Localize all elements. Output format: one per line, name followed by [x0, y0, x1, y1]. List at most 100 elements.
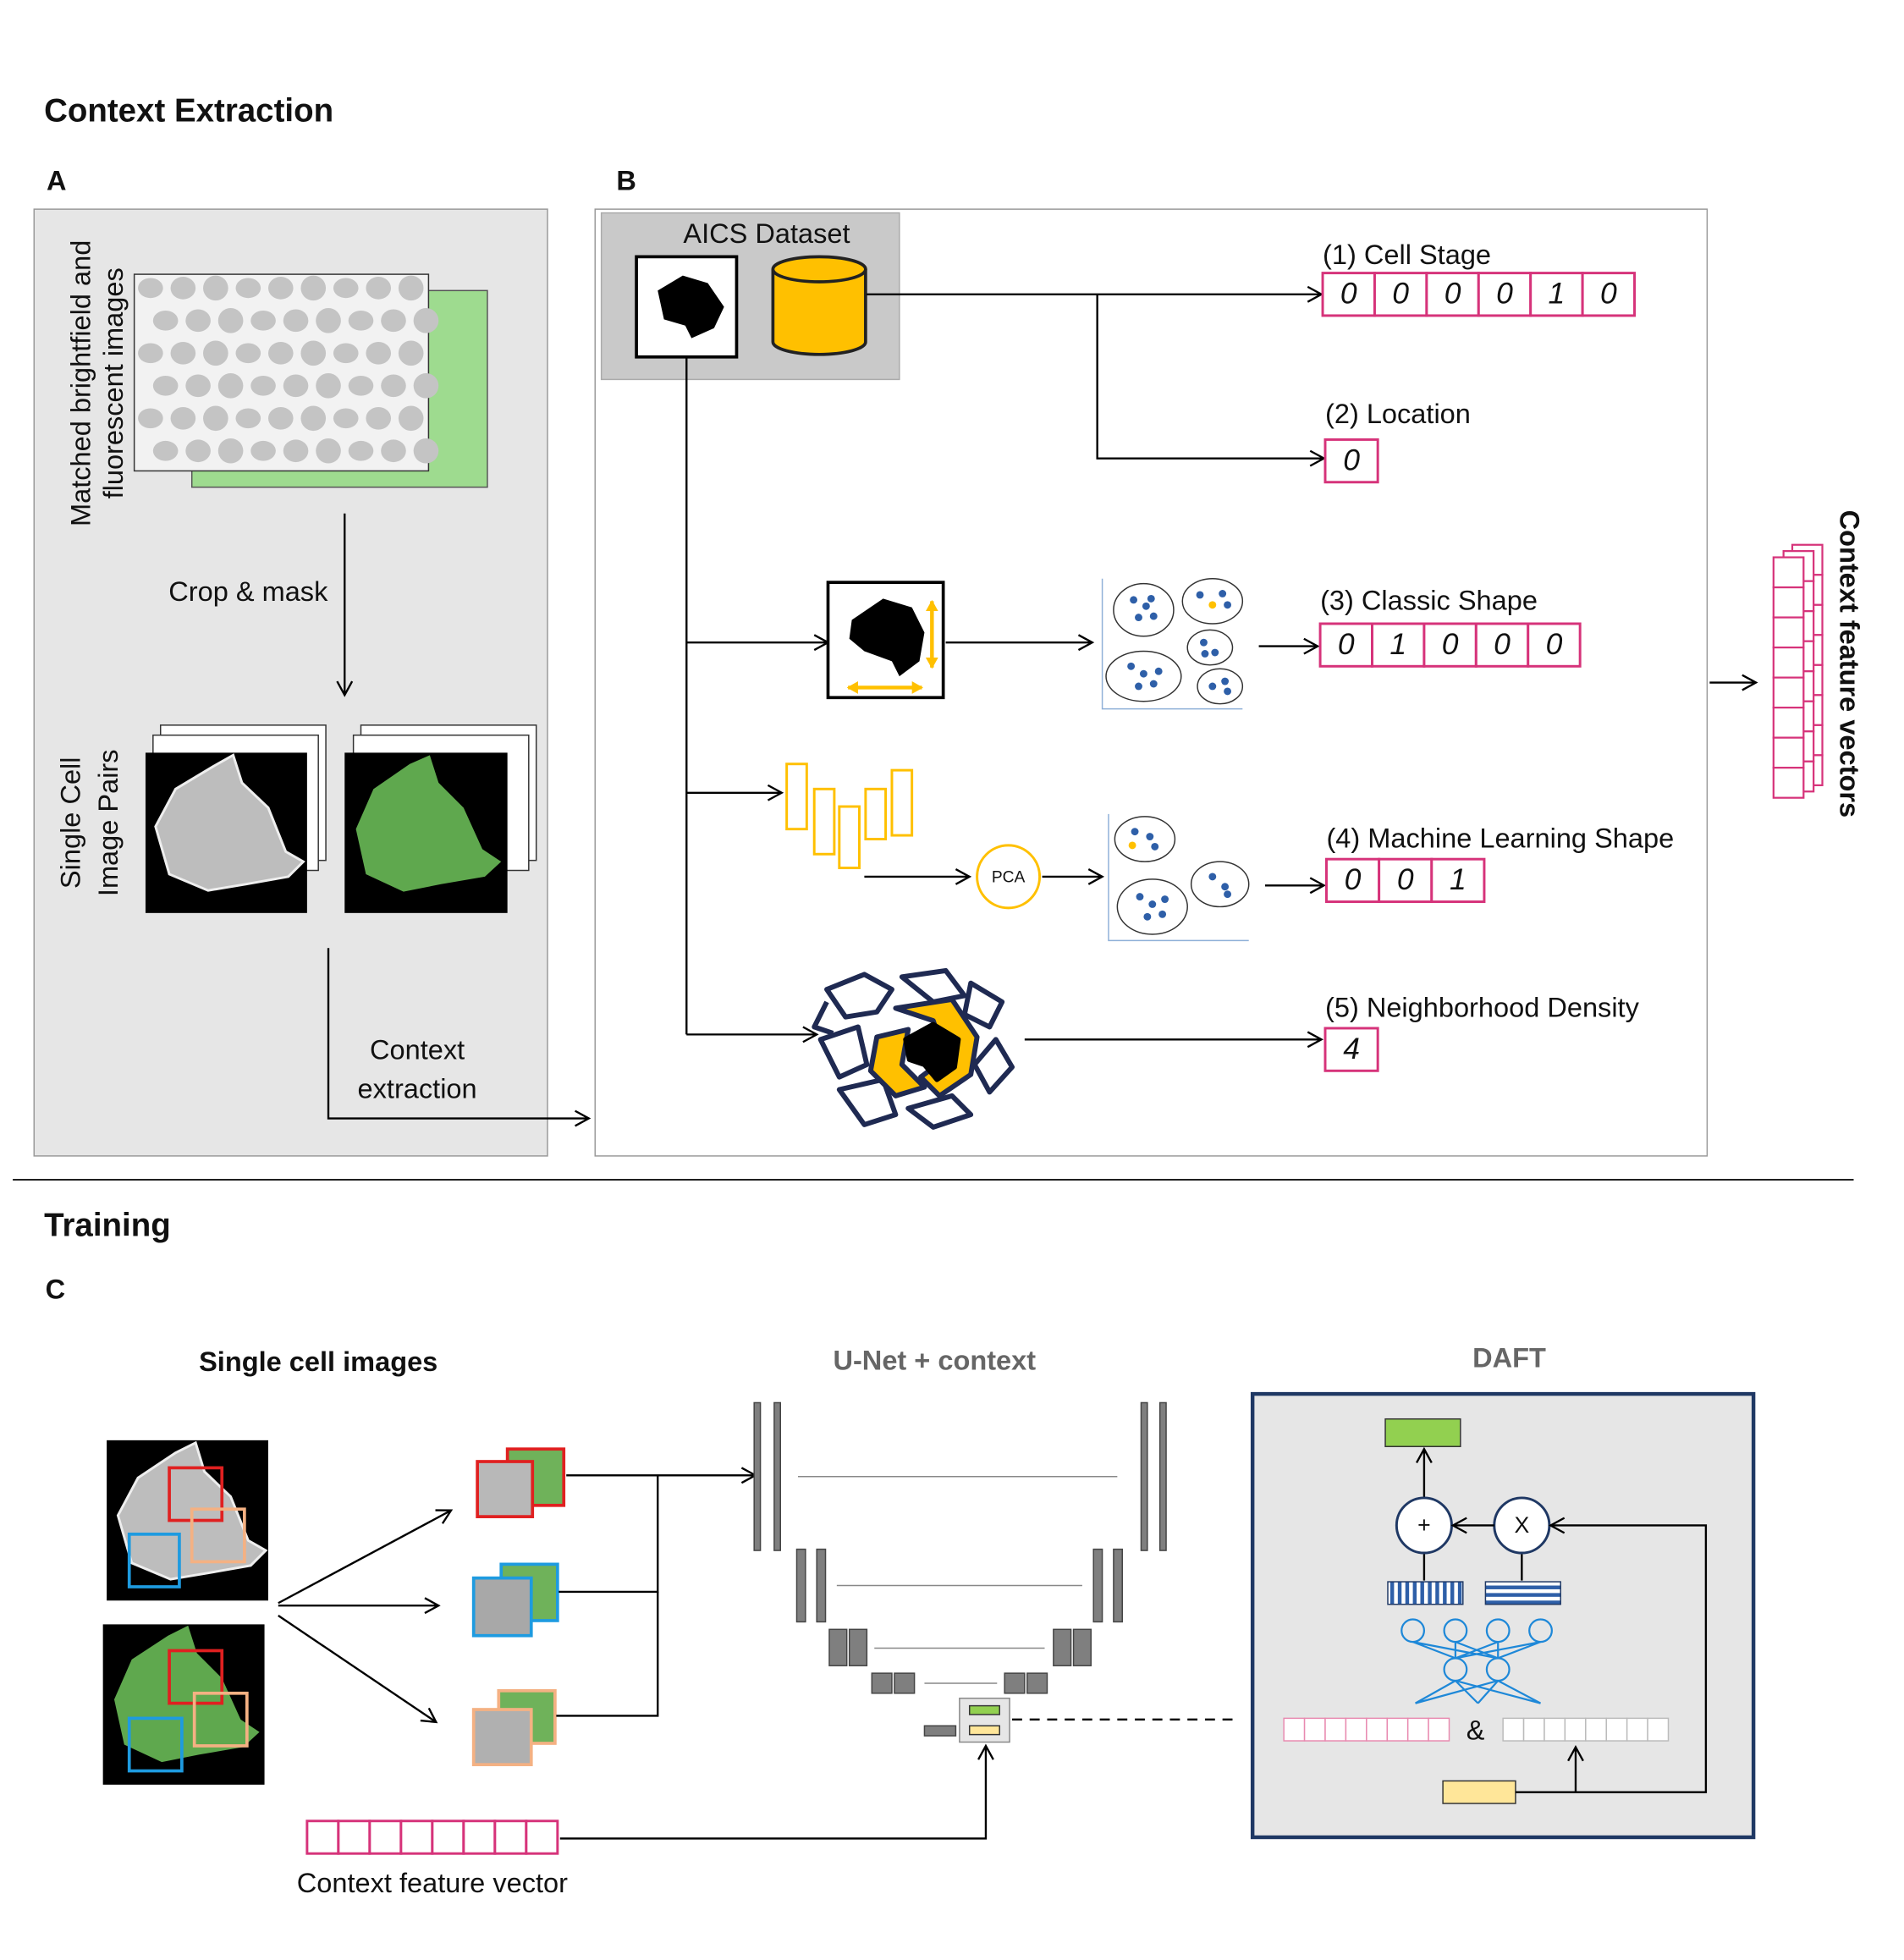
cell-texture — [413, 438, 439, 464]
column-title: Single cell images — [199, 1346, 437, 1377]
cell-texture — [398, 340, 424, 366]
unet — [753, 1401, 1167, 1743]
vector-cell — [1585, 1717, 1607, 1742]
arrow — [278, 1509, 454, 1605]
cluster-plot — [1108, 813, 1250, 942]
cell-texture — [348, 311, 374, 331]
vector-cell — [337, 1820, 371, 1855]
point — [1139, 669, 1147, 678]
vector-cell — [305, 1820, 340, 1855]
cell-texture — [381, 309, 406, 333]
point — [1151, 842, 1159, 851]
encoder-icon — [785, 763, 914, 870]
cell-texture — [152, 375, 179, 396]
vector-cell — [1647, 1717, 1670, 1742]
cluster — [1190, 861, 1250, 908]
context-vector-stack — [1772, 543, 1824, 799]
cell-texture — [316, 373, 341, 399]
cell-texture — [300, 275, 327, 301]
cell-texture — [381, 374, 406, 398]
single-cell-images — [102, 1440, 268, 1785]
panel-label: B — [616, 166, 636, 196]
point — [1200, 638, 1208, 647]
vector-cell — [1323, 1027, 1379, 1072]
mask-blob — [658, 275, 724, 339]
cell-texture — [398, 275, 424, 301]
arrow — [327, 948, 592, 1127]
point — [1221, 677, 1230, 685]
arrow — [278, 1615, 438, 1724]
vector-cell — [1378, 857, 1434, 903]
vector-value: 4 — [1343, 1032, 1360, 1065]
cell-texture — [235, 343, 261, 364]
cell-texture — [316, 308, 341, 333]
vector-cell — [1772, 556, 1805, 589]
cell-texture — [152, 440, 179, 461]
point — [1208, 873, 1217, 881]
point — [1201, 650, 1209, 658]
vector-value: 0 — [1392, 277, 1409, 311]
vector-value: 1 — [1450, 862, 1467, 896]
pca-node — [976, 844, 1042, 910]
vector-cell — [1772, 767, 1805, 799]
point — [1154, 667, 1163, 675]
vector-cell — [462, 1820, 497, 1855]
output-label: Context feature vectors — [1835, 510, 1865, 818]
section-title: Training — [44, 1207, 171, 1243]
arrow — [556, 1591, 659, 1717]
point — [1149, 680, 1158, 688]
daft-diagram — [1283, 1418, 1708, 1804]
vector-value: 0 — [1343, 443, 1360, 476]
multiply-symbol: X — [1514, 1512, 1529, 1538]
pca-label: PCA — [992, 868, 1026, 886]
cell-texture — [217, 438, 244, 464]
vector-cell — [1772, 586, 1805, 619]
arrow — [559, 1743, 994, 1840]
cell-texture — [366, 406, 392, 430]
panel-label: A — [47, 166, 67, 196]
concat-symbol: & — [1467, 1715, 1485, 1745]
step-label: Crop & mask — [168, 576, 328, 607]
cluster — [1113, 582, 1175, 637]
point — [1224, 601, 1232, 609]
vector-cell — [1406, 1717, 1429, 1742]
point — [1196, 591, 1204, 599]
cell-texture — [267, 406, 294, 430]
vector-caption: Context feature vector — [297, 1868, 568, 1898]
vector-cell — [1422, 622, 1478, 668]
point — [1130, 596, 1138, 604]
column-title: U-Net + context — [833, 1346, 1036, 1376]
cell-texture — [250, 440, 276, 461]
cell-texture — [333, 408, 359, 429]
cell-texture — [217, 308, 244, 333]
vector-cell — [1318, 622, 1373, 668]
cell-texture — [170, 277, 196, 300]
vector-cell — [399, 1820, 434, 1855]
neighborhood-icon — [812, 967, 1015, 1130]
vertical-label: fluorescent images — [98, 267, 129, 498]
vector-cell — [1371, 622, 1426, 668]
shape-icon — [826, 581, 945, 700]
cell-texture — [333, 278, 359, 299]
point — [1208, 601, 1217, 609]
vector-value: 0 — [1494, 627, 1511, 661]
daft-box — [1250, 1391, 1756, 1840]
vector-value: 0 — [1340, 277, 1357, 311]
vector-cell — [1772, 646, 1805, 679]
cell-texture — [235, 278, 261, 299]
vector-cell — [1321, 272, 1376, 317]
vertical-label: Image Pairs — [93, 749, 124, 896]
vector-cell — [1283, 1717, 1306, 1742]
point — [1136, 893, 1144, 901]
step-label: extraction — [358, 1074, 477, 1104]
vector-cell — [1324, 1717, 1347, 1742]
step-label: Context — [370, 1035, 465, 1065]
cell-texture — [381, 439, 406, 463]
vector-cell — [1529, 272, 1584, 317]
vector-cell — [1772, 616, 1805, 649]
patch-pairs — [471, 1447, 566, 1766]
feature-label: (3) Classic Shape — [1320, 585, 1538, 615]
point — [1143, 912, 1152, 921]
panel-label: C — [46, 1274, 66, 1304]
cell-texture — [138, 278, 163, 299]
